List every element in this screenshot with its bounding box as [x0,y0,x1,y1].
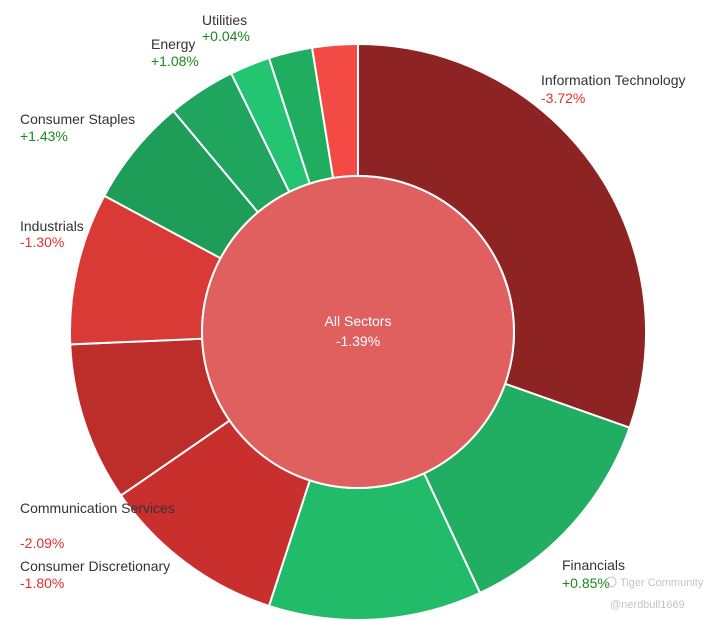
tiger-logo-icon [605,576,617,588]
label-utilities: Utilities [202,12,247,28]
change-industrials: -1.30% [20,234,64,250]
center-disc [201,175,515,489]
slice-labels: Information Technology -3.72% Financials… [20,12,686,591]
change-energy: +1.08% [151,53,199,69]
label-financials: Financials [562,557,625,573]
change-utilities: +0.04% [202,28,250,44]
change-consumer-discretionary: -1.80% [20,575,64,591]
center-change: -1.39% [336,333,380,349]
watermark: Tiger Community @nerdbull1669 [605,576,704,611]
label-consumer-discretionary: Consumer Discretionary [20,558,170,574]
change-information-technology: -3.72% [541,90,585,106]
change-communication-services: -2.09% [20,535,64,551]
label-information-technology: Information Technology [541,72,686,88]
center-label: All Sectors [325,313,392,329]
change-consumer-staples: +1.43% [20,128,68,144]
label-communication-services: Communication Services [20,500,175,516]
label-energy: Energy [151,36,195,52]
change-financials: +0.85% [562,575,610,591]
label-consumer-staples: Consumer Staples [20,111,135,127]
donut-slices [69,42,647,621]
watermark-brand: Tiger Community [620,577,704,589]
watermark-handle: @nerdbull1669 [610,599,685,611]
label-industrials: Industrials [20,218,84,234]
